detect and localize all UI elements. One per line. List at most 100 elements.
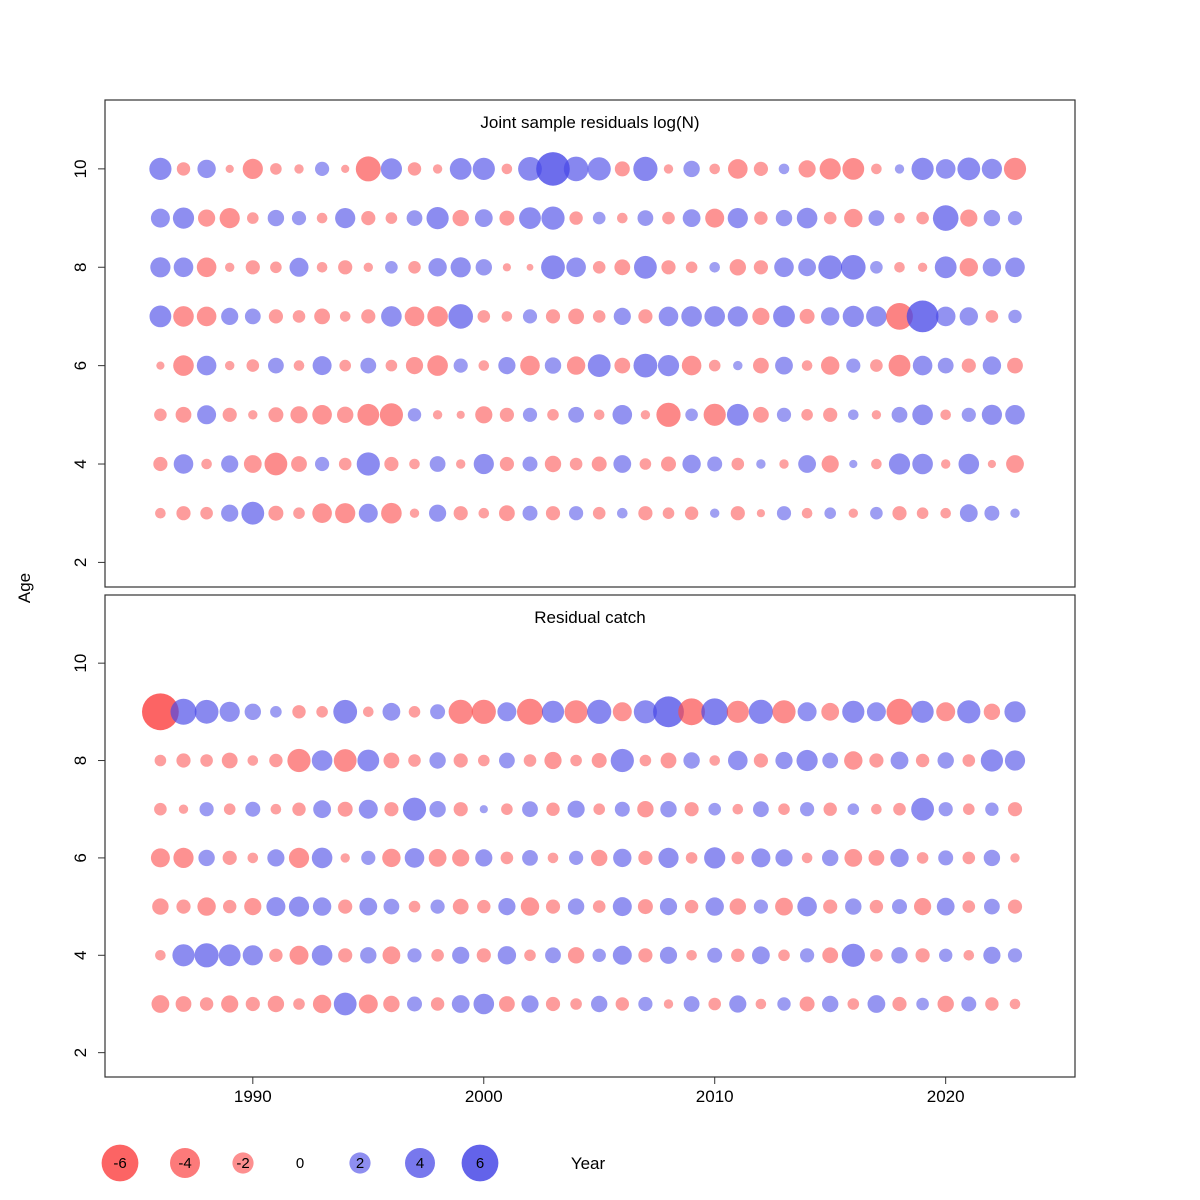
bubble (475, 406, 493, 424)
bubble (242, 945, 263, 966)
bubble (471, 699, 496, 724)
bubble (848, 409, 859, 421)
bubble (430, 899, 445, 914)
bubble (983, 703, 1001, 720)
bubble (591, 753, 607, 768)
bubble (753, 899, 769, 914)
bubble (775, 751, 793, 770)
bubble (244, 703, 261, 720)
bubble (222, 407, 237, 422)
bubble (684, 899, 699, 914)
bubble (545, 996, 561, 1012)
bubble (312, 503, 332, 523)
bubble (756, 509, 766, 518)
bubble (335, 208, 356, 229)
bubble (408, 261, 421, 274)
bubble (172, 944, 195, 967)
bubble (661, 456, 676, 472)
bubble (478, 507, 490, 519)
bubble (842, 305, 864, 327)
bubble (980, 749, 1004, 772)
bubble (593, 409, 605, 421)
bubble (448, 699, 473, 724)
bubble (961, 996, 977, 1012)
bubble (1007, 948, 1023, 963)
bubble (705, 208, 725, 228)
bubble (312, 405, 332, 425)
bubble (383, 995, 400, 1013)
bubble (935, 159, 956, 179)
bubble (1010, 853, 1020, 863)
bubble (981, 158, 1003, 179)
bubble (294, 164, 304, 174)
bubble (591, 995, 608, 1013)
bubble (894, 164, 905, 174)
bubble (592, 211, 606, 225)
bubble (709, 163, 720, 175)
bubble (775, 897, 793, 916)
bubble (891, 406, 908, 423)
bubble (569, 211, 583, 225)
bubble (959, 258, 978, 277)
bubble (567, 898, 585, 915)
bubble (380, 158, 402, 180)
bubble (957, 700, 981, 724)
bubble (432, 164, 443, 174)
bubble (149, 305, 172, 328)
bubble (431, 949, 444, 962)
bubble (731, 948, 745, 962)
bubble (497, 946, 517, 965)
bubble (221, 307, 239, 325)
bubble (684, 802, 699, 817)
bubble (566, 257, 586, 278)
bubble (637, 801, 654, 818)
bubble (888, 453, 911, 475)
bubble (288, 896, 310, 917)
bubble (639, 754, 652, 767)
bubble (890, 751, 909, 770)
bubble (518, 157, 542, 181)
bubble (383, 752, 400, 769)
bubble (223, 803, 236, 815)
bubble (244, 898, 262, 916)
bubble (615, 997, 629, 1011)
bubble (498, 357, 516, 375)
bubble (408, 706, 421, 718)
bubble (681, 306, 702, 327)
bubble (683, 160, 700, 178)
bubble (610, 748, 634, 773)
bubble (775, 356, 793, 375)
bubble (381, 306, 402, 327)
bubble (357, 403, 380, 426)
bubble (775, 849, 793, 867)
bubble (523, 754, 537, 767)
bubble (474, 209, 493, 228)
y-tick-label: 8 (71, 756, 90, 765)
bubble (170, 698, 197, 725)
bubble (361, 211, 376, 226)
bubble (961, 407, 976, 422)
bubble (384, 456, 399, 472)
bubble (473, 993, 495, 1015)
bubble (962, 900, 976, 913)
bubble (916, 997, 929, 1011)
bubble (661, 260, 676, 275)
bubble (545, 947, 561, 964)
bubble (478, 754, 490, 767)
bubble (728, 750, 748, 771)
bubble (1005, 257, 1025, 278)
bubble (407, 948, 422, 963)
y-tick-label: 10 (71, 654, 90, 673)
bubble (774, 257, 794, 278)
bubble (937, 752, 954, 769)
bubble (407, 408, 422, 422)
bubble (477, 310, 491, 323)
bubble (199, 802, 214, 817)
bubble (658, 847, 679, 869)
bubble (338, 899, 353, 914)
bubble (264, 452, 288, 476)
bubble (733, 360, 743, 371)
legend-value-label: -2 (236, 1155, 249, 1172)
legend-bubble (461, 1144, 499, 1182)
